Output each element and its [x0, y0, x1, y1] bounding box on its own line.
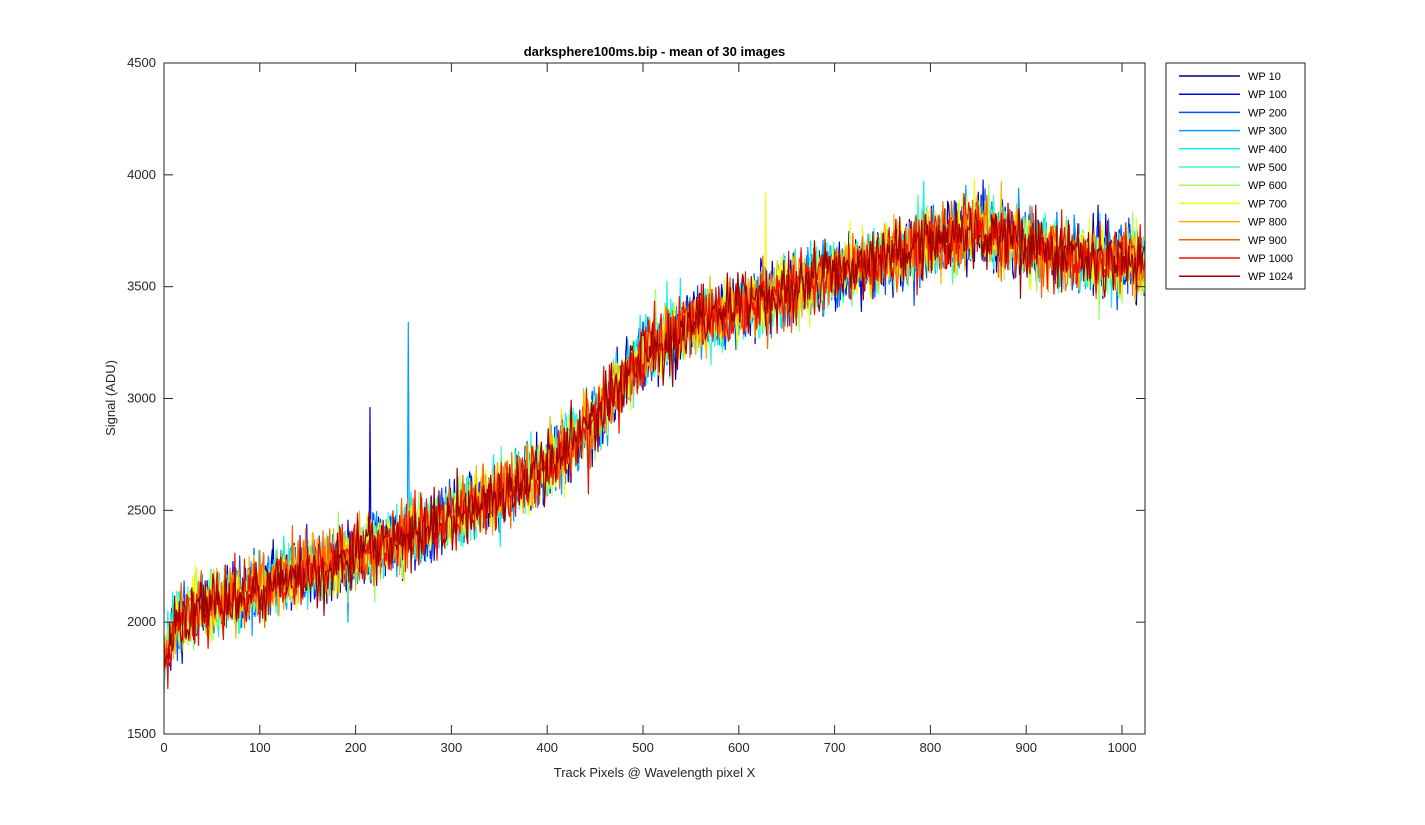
legend-label: WP 200	[1248, 107, 1287, 119]
legend-label: WP 10	[1248, 71, 1281, 83]
x-tick-label: 600	[728, 740, 750, 755]
chart-title: darksphere100ms.bip - mean of 30 images	[524, 44, 786, 59]
y-tick-label: 2500	[127, 502, 156, 517]
x-tick-label: 700	[824, 740, 846, 755]
legend-label: WP 1000	[1248, 253, 1293, 265]
legend-label: WP 500	[1248, 162, 1287, 174]
x-tick-label: 400	[536, 740, 558, 755]
y-axis-label: Signal (ADU)	[103, 360, 118, 436]
x-tick-label: 0	[160, 740, 167, 755]
x-tick-label: 300	[441, 740, 463, 755]
x-tick-label: 800	[920, 740, 942, 755]
series-line-wp-1000	[163, 193, 1146, 690]
legend-label: WP 900	[1248, 235, 1287, 247]
y-tick-label: 2000	[127, 614, 156, 629]
y-tick-label: 4000	[127, 167, 156, 182]
legend-label: WP 600	[1248, 180, 1287, 192]
legend-label: WP 400	[1248, 144, 1287, 156]
legend-label: WP 300	[1248, 126, 1287, 138]
legend-label: WP 800	[1248, 217, 1287, 229]
x-tick-label: 500	[632, 740, 654, 755]
legend-box	[1165, 62, 1306, 290]
legend-label: WP 700	[1248, 198, 1287, 210]
legend-label: WP 100	[1248, 89, 1287, 101]
x-axis-label: Track Pixels @ Wavelength pixel X	[554, 765, 756, 780]
x-tick-label: 900	[1015, 740, 1037, 755]
x-tick-label: 200	[345, 740, 367, 755]
y-tick-label: 3000	[127, 391, 156, 406]
legend: WP 10 WP 100 WP 200 WP 300 WP 400 WP 500 WP 60…	[1165, 62, 1306, 290]
plot-lines	[163, 178, 1146, 696]
y-tick-label: 4500	[127, 55, 156, 70]
y-tick-label: 1500	[127, 726, 156, 741]
x-tick-label: 100	[249, 740, 271, 755]
x-tick-label: 1000	[1108, 740, 1137, 755]
legend-items: WP 10 WP 100 WP 200 WP 300 WP 400 WP 500 WP 60…	[1179, 71, 1293, 283]
series-line-wp-1024	[163, 202, 1146, 673]
axis-ticks: 0 100 200 300 400 500 600 700 800 900 1000 1500 2000…	[127, 55, 1145, 755]
y-tick-label: 3500	[127, 279, 156, 294]
plot-area-frame	[163, 62, 1146, 735]
legend-label: WP 1024	[1248, 271, 1293, 283]
